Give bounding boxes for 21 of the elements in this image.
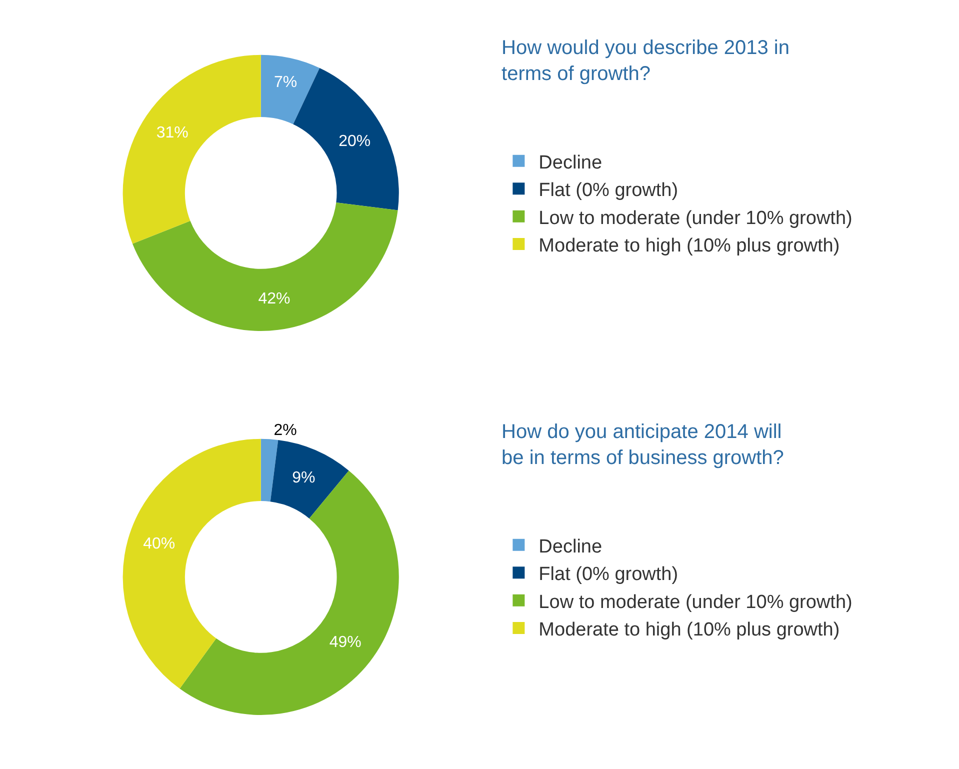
text: How do you anticipate 2014 will be in terms of business growth? bbox=[502, 420, 784, 469]
legend-label: Moderate to high (10% plus growth) bbox=[538, 235, 840, 256]
legend-label: Low to moderate (under 10% growth) bbox=[538, 592, 852, 613]
legend-label: Decline bbox=[538, 152, 602, 174]
donut-slice bbox=[132, 202, 398, 331]
data-label: 42% bbox=[258, 290, 290, 308]
data-label: 9% bbox=[292, 469, 316, 486]
donut-slice bbox=[260, 54, 320, 124]
data-label: 7% bbox=[274, 74, 298, 91]
legend-label: Moderate to high (10% plus growth) bbox=[538, 619, 840, 640]
legend-label: Decline bbox=[538, 536, 602, 558]
data-label: 31% bbox=[156, 124, 188, 142]
data-label: 40% bbox=[143, 535, 176, 552]
legend-label: Flat (0% growth) bbox=[538, 564, 678, 586]
donut-slice bbox=[122, 54, 261, 244]
data-label: 2% bbox=[274, 422, 297, 440]
legend-label: Low to moderate (under 10% growth) bbox=[538, 208, 852, 229]
data-label: 49% bbox=[329, 634, 362, 652]
data-label: 20% bbox=[338, 132, 371, 150]
legend-label: Flat (0% growth) bbox=[538, 180, 678, 202]
chart-title: How would you describe 2013 in terms of growth? bbox=[502, 36, 790, 85]
